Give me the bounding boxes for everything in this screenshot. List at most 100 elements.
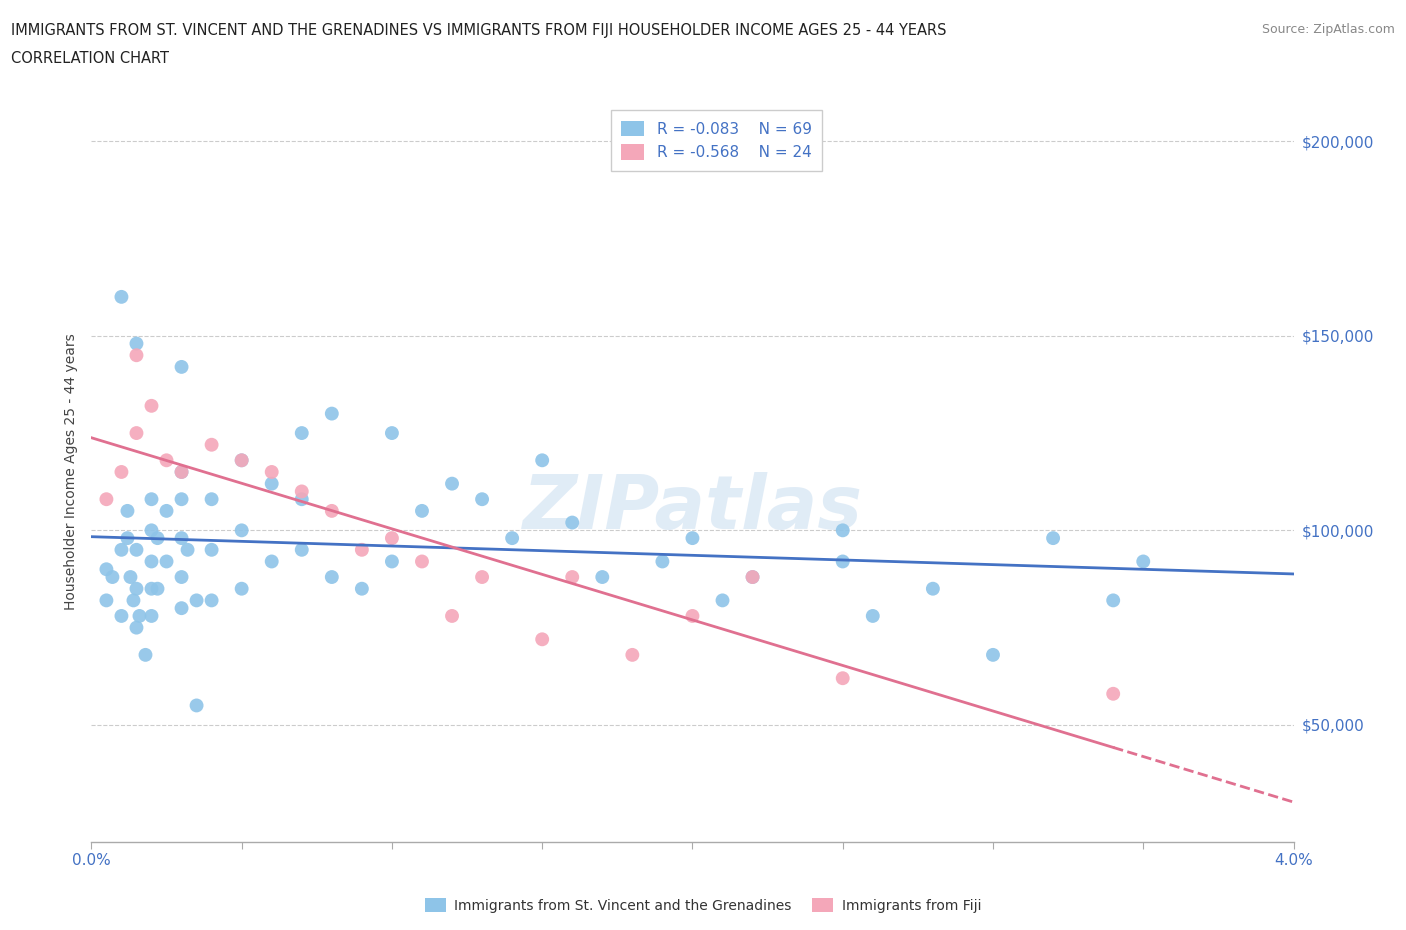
Point <box>141 581 163 596</box>
Point <box>260 465 283 480</box>
Point <box>170 465 193 480</box>
Text: CORRELATION CHART: CORRELATION CHART <box>11 51 169 66</box>
Point <box>96 492 118 507</box>
Point <box>134 647 156 662</box>
Point <box>201 492 224 507</box>
Point <box>186 698 208 713</box>
Point <box>440 608 463 623</box>
Point <box>170 492 193 507</box>
Point <box>170 465 193 480</box>
Point <box>110 608 132 623</box>
Text: Source: ZipAtlas.com: Source: ZipAtlas.com <box>1261 23 1395 36</box>
Point <box>350 581 373 596</box>
Point <box>711 593 734 608</box>
Point <box>110 289 132 304</box>
Point <box>291 426 314 441</box>
Point <box>231 581 253 596</box>
Point <box>231 453 253 468</box>
Point <box>621 647 644 662</box>
Point <box>440 476 463 491</box>
Point <box>471 569 494 584</box>
Point <box>501 531 523 546</box>
Point <box>117 531 139 546</box>
Point <box>125 348 148 363</box>
Point <box>561 569 583 584</box>
Point <box>531 453 554 468</box>
Point <box>1102 686 1125 701</box>
Point <box>681 531 703 546</box>
Point <box>201 593 224 608</box>
Point <box>201 437 224 452</box>
Point <box>141 554 163 569</box>
Point <box>125 426 148 441</box>
Point <box>981 647 1004 662</box>
Point <box>231 453 253 468</box>
Point <box>260 554 283 569</box>
Point <box>741 569 763 584</box>
Point <box>110 542 132 557</box>
Text: ZIPatlas: ZIPatlas <box>523 472 862 545</box>
Point <box>110 465 132 480</box>
Point <box>146 581 169 596</box>
Point <box>922 581 945 596</box>
Text: IMMIGRANTS FROM ST. VINCENT AND THE GRENADINES VS IMMIGRANTS FROM FIJI HOUSEHOLD: IMMIGRANTS FROM ST. VINCENT AND THE GREN… <box>11 23 946 38</box>
Point <box>186 593 208 608</box>
Point <box>591 569 613 584</box>
Point <box>146 531 169 546</box>
Point <box>291 542 314 557</box>
Point <box>411 554 433 569</box>
Point <box>350 542 373 557</box>
Point <box>831 523 853 538</box>
Point <box>1132 554 1154 569</box>
Point <box>170 601 193 616</box>
Point <box>321 569 343 584</box>
Legend: Immigrants from St. Vincent and the Grenadines, Immigrants from Fiji: Immigrants from St. Vincent and the Gren… <box>419 893 987 919</box>
Point <box>231 523 253 538</box>
Point <box>170 360 193 375</box>
Point <box>96 562 118 577</box>
Legend: R = -0.083    N = 69, R = -0.568    N = 24: R = -0.083 N = 69, R = -0.568 N = 24 <box>610 110 823 171</box>
Point <box>96 593 118 608</box>
Point <box>155 503 177 518</box>
Point <box>831 671 853 685</box>
Point <box>170 531 193 546</box>
Point <box>201 542 224 557</box>
Point <box>651 554 673 569</box>
Point <box>101 569 124 584</box>
Point <box>1102 593 1125 608</box>
Point <box>176 542 198 557</box>
Point <box>291 492 314 507</box>
Point <box>141 492 163 507</box>
Point <box>122 593 145 608</box>
Point <box>117 503 139 518</box>
Point <box>260 476 283 491</box>
Point <box>125 542 148 557</box>
Point <box>831 554 853 569</box>
Y-axis label: Householder Income Ages 25 - 44 years: Householder Income Ages 25 - 44 years <box>65 334 79 610</box>
Point <box>141 398 163 413</box>
Point <box>155 453 177 468</box>
Point <box>381 531 404 546</box>
Point <box>120 569 142 584</box>
Point <box>321 406 343 421</box>
Point <box>471 492 494 507</box>
Point <box>125 336 148 351</box>
Point <box>125 620 148 635</box>
Point <box>862 608 884 623</box>
Point <box>170 569 193 584</box>
Point <box>1042 531 1064 546</box>
Point <box>411 503 433 518</box>
Point <box>141 608 163 623</box>
Point <box>291 484 314 498</box>
Point <box>561 515 583 530</box>
Point <box>681 608 703 623</box>
Point <box>155 554 177 569</box>
Point <box>381 554 404 569</box>
Point <box>128 608 150 623</box>
Point <box>531 631 554 646</box>
Point <box>381 426 404 441</box>
Point <box>321 503 343 518</box>
Point <box>141 523 163 538</box>
Point <box>125 581 148 596</box>
Point <box>741 569 763 584</box>
